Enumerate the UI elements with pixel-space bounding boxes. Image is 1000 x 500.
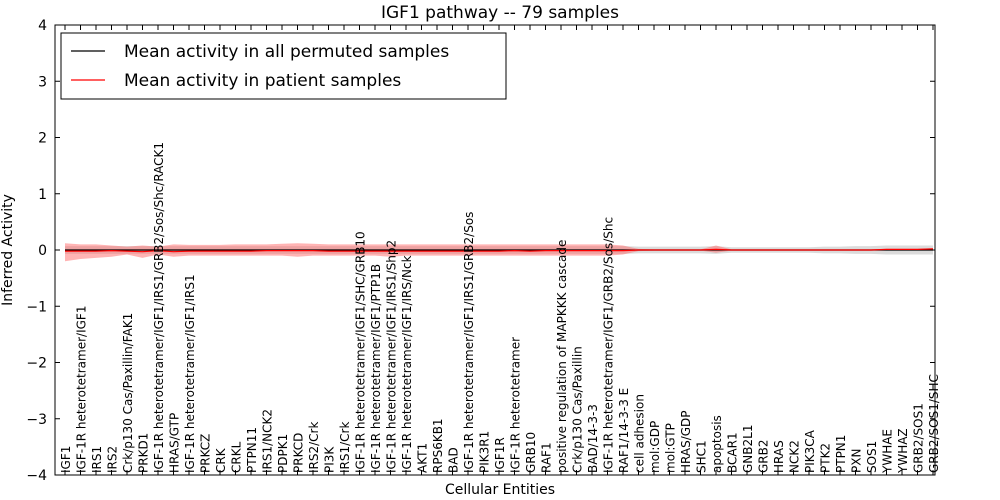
x-tick-label: BAD/14-3-3 xyxy=(586,404,600,473)
legend: Mean activity in all permuted samples Me… xyxy=(60,32,507,100)
x-tick-label: mol:GTP xyxy=(664,423,678,473)
x-tick-label: IGF-1R heterotetramer/IGF1/IRS/Nck xyxy=(400,255,414,473)
x-tick-label: positive regulation of MAPKKK cascade xyxy=(555,240,569,473)
y-tick-label: −4 xyxy=(26,468,47,484)
x-tick-label: HRAS xyxy=(772,440,786,473)
x-tick-label: IRS1/Crk xyxy=(338,422,352,473)
x-tick-label: PRKD1 xyxy=(137,433,151,473)
x-tick-label: PTPN1 xyxy=(834,435,848,473)
y-axis-label: Inferred Activity xyxy=(0,194,16,306)
x-tick-label: PRKCZ xyxy=(199,434,213,473)
y-tick-label: 1 xyxy=(38,187,47,203)
y-tick-label: 4 xyxy=(38,18,47,34)
y-axis: −4 −3 −2 −1 0 1 2 3 4 xyxy=(26,18,935,484)
x-tick-label: PIK3R1 xyxy=(478,431,492,473)
x-tick-label: apoptosis xyxy=(710,415,724,473)
x-tick-label: GRB10 xyxy=(524,432,538,473)
x-tick-label: IRS2 xyxy=(106,446,120,473)
legend-label-patient: Mean activity in patient samples xyxy=(124,71,401,91)
x-tick-label: RAF1 xyxy=(540,442,554,473)
x-tick-label: RPS6KB1 xyxy=(431,418,445,473)
x-tick-label: SOS1 xyxy=(865,441,879,473)
line-patient xyxy=(65,248,934,253)
legend-box xyxy=(60,32,507,100)
x-axis-label: Cellular Entities xyxy=(445,482,555,498)
x-tick-label: IGF-1R heterotetramer/IGF1/SHC/GRB10 xyxy=(354,231,368,473)
y-tick-label: −3 xyxy=(26,412,47,428)
x-tick-label: PIK3CA xyxy=(803,429,817,473)
x-tick-label: IGF1R xyxy=(493,437,507,473)
x-tick-label: CRKL xyxy=(230,441,244,473)
x-tick-label: IGF-1R heterotetramer xyxy=(509,337,523,473)
y-tick-label: 3 xyxy=(38,74,47,90)
x-tick-label: GRB2/SOS1/SHC xyxy=(927,374,941,473)
x-tick-label: IGF-1R heterotetramer/IGF1/IRS1/GRB2/Sos xyxy=(462,212,476,473)
x-tick-label: BAD xyxy=(447,447,461,473)
x-tick-label: SHC1 xyxy=(695,440,709,473)
x-tick-label: CRK xyxy=(214,447,228,473)
x-tick-label: IRS1/NCK2 xyxy=(261,409,275,473)
y-tick-label: −1 xyxy=(26,299,47,315)
chart-title: IGF1 pathway -- 79 samples xyxy=(381,3,619,23)
series-lines xyxy=(65,248,934,253)
x-tick-label: PRKCD xyxy=(292,433,306,473)
x-tick-label: RAF1/14-3-3 E xyxy=(617,388,631,473)
x-tick-label: PI3K xyxy=(323,446,337,473)
y-tick-label: 2 xyxy=(38,131,47,147)
x-tick-label: GRB2 xyxy=(757,439,771,473)
x-tick-label: cell adhesion xyxy=(633,394,647,473)
x-tick-label: NCK2 xyxy=(788,440,802,473)
x-tick-label: IGF-1R heterotetramer/IGF1 xyxy=(75,306,89,473)
x-tick-label: IGF-1R heterotetramer/IGF1/GRB2/Sos/Shc xyxy=(602,217,616,473)
legend-label-permuted: Mean activity in all permuted samples xyxy=(124,42,449,62)
x-tick-label: HRAS/GDP xyxy=(679,410,693,473)
x-tick-label: GNB2L1 xyxy=(741,425,755,473)
x-tick-label: PTPN11 xyxy=(245,427,259,473)
x-tick-label: IGF-1R heterotetramer/IGF1/IRS1 xyxy=(183,274,197,473)
x-axis: IGF1 IGF-1R heterotetramer/IGF1 IRS1 IRS2 Cr… xyxy=(59,25,941,475)
x-tick-label: IRS1 xyxy=(90,446,104,473)
x-tick-label: IGF-1R heterotetramer/IGF1/PTP1B xyxy=(369,264,383,473)
x-tick-label: Crk/p130 Cas/Paxillin xyxy=(571,346,585,473)
x-tick-label: IGF-1R heterotetramer/IGF1/IRS1/GRB2/Sos… xyxy=(152,142,166,473)
x-tick-label: PXN xyxy=(850,449,864,473)
x-tick-label: PDPK1 xyxy=(276,434,290,473)
x-tick-label: GRB2/SOS1 xyxy=(912,403,926,473)
x-tick-label: IRS2/Crk xyxy=(307,422,321,473)
x-tick-label: HRAS/GTP xyxy=(168,413,182,473)
x-tick-label: YWHAZ xyxy=(896,428,910,474)
x-tick-label: AKT1 xyxy=(416,443,430,473)
x-tick-label: mol:GDP xyxy=(648,421,662,473)
x-tick-label: Crk/p130 Cas/Paxillin/FAK1 xyxy=(121,313,135,473)
x-tick-label: BCAR1 xyxy=(726,432,740,473)
y-tick-label: 0 xyxy=(38,243,47,259)
x-tick-label: IGF1 xyxy=(59,446,73,473)
y-tick-label: −2 xyxy=(26,356,47,372)
x-tick-label: PTK2 xyxy=(819,443,833,473)
band-patient xyxy=(65,243,933,262)
x-tick-label: YWHAE xyxy=(881,429,895,474)
x-tick-label: IGF-1R heterotetramer/IGF1/IRS1/Shp2 xyxy=(385,240,399,473)
